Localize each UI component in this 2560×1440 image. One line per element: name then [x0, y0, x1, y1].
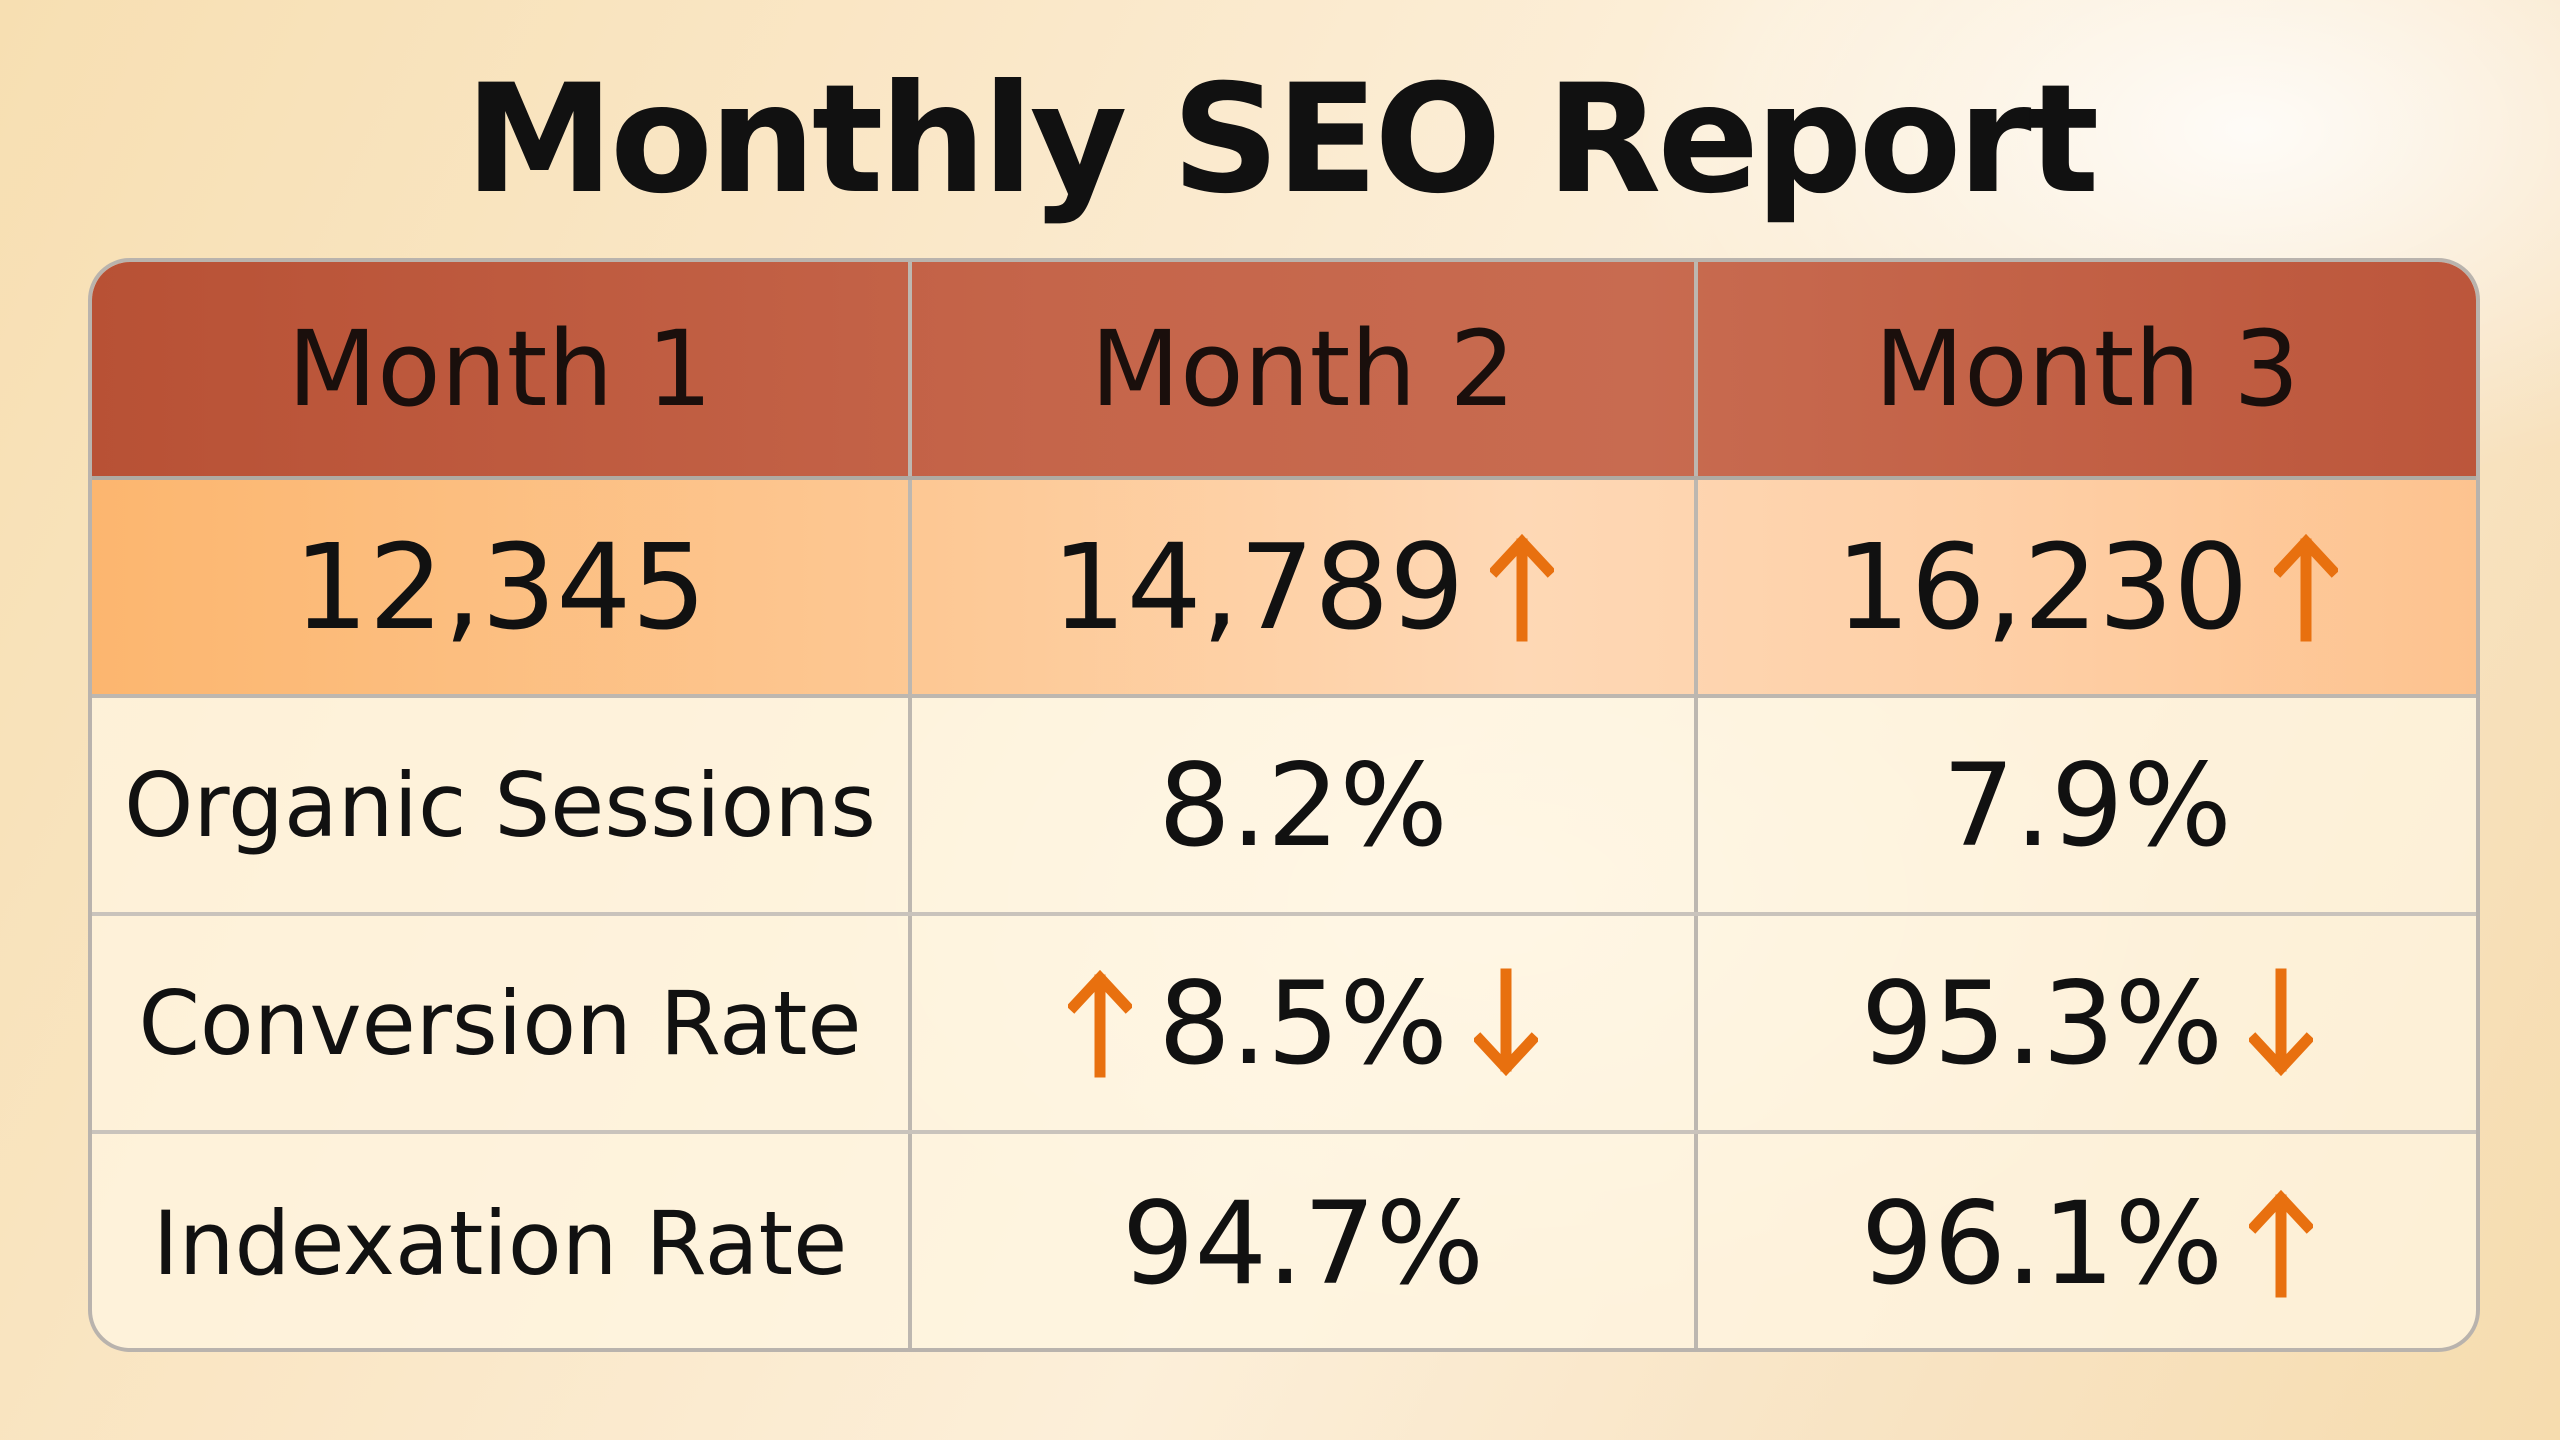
cell-text: 7.9%	[1942, 738, 2232, 872]
trend-down-arrow-icon	[1473, 968, 1538, 1078]
trend-up-arrow-icon	[1068, 968, 1133, 1078]
cell-content: Indexation Rate	[153, 1192, 848, 1295]
cell-content: 7.9%	[1942, 739, 2232, 872]
seo-report-table: Month 1 Month 2 Month 3 12,345 14,789 16…	[88, 258, 2480, 1352]
column-header-month-2: Month 2	[912, 262, 1698, 476]
table-row-label: Organic Sessions	[92, 698, 912, 912]
cell-text: 14,789	[1051, 518, 1465, 656]
cell-content: 8.5%	[1068, 957, 1538, 1090]
cell-content: 96.1%	[1860, 1176, 2314, 1310]
table-cell: 96.1%	[1698, 1134, 2476, 1348]
cell-text: 8.5%	[1158, 956, 1448, 1090]
cell-text: 16,230	[1835, 518, 2249, 656]
cell-content: 8.2%	[1158, 739, 1448, 872]
table-row-label: Conversion Rate	[92, 916, 912, 1130]
table-cell: 94.7%	[912, 1134, 1698, 1348]
table-cell: 8.2%	[912, 698, 1698, 912]
cell-text: 95.3%	[1860, 956, 2224, 1090]
table-cell: 7.9%	[1698, 698, 2476, 912]
table-cell: 12,345	[92, 480, 912, 694]
trend-up-arrow-icon	[2274, 532, 2339, 642]
table-row: Indexation Rate 94.7% 96.1%	[92, 1134, 2476, 1348]
table-cell: 8.5%	[912, 916, 1698, 1130]
cell-text: Indexation Rate	[152, 1191, 848, 1295]
table-row-label: Indexation Rate	[92, 1134, 912, 1348]
cell-content: 14,789	[1052, 518, 1555, 656]
cell-text: 12,345	[293, 518, 707, 656]
table-row-highlight: 12,345 14,789 16,230	[92, 480, 2476, 698]
cell-text: Conversion Rate	[138, 971, 862, 1075]
table-cell: 14,789	[912, 480, 1698, 694]
table-row: Conversion Rate 8.5% 95.3%	[92, 916, 2476, 1134]
column-header-month-3: Month 3	[1874, 308, 2300, 430]
cell-content: 12,345	[294, 518, 707, 656]
page-title: Monthly SEO Report	[464, 53, 2100, 227]
trend-down-arrow-icon	[2249, 968, 2314, 1078]
table-cell: 95.3%	[1698, 916, 2476, 1130]
column-header-month-1: Month 1	[92, 262, 912, 476]
table-cell: 16,230	[1698, 480, 2476, 694]
cell-content: Organic Sessions	[124, 754, 876, 857]
cell-content: 16,230	[1836, 518, 2339, 656]
cell-text: 94.7%	[1121, 1176, 1485, 1310]
table-header-row: Month 1 Month 2 Month 3	[92, 262, 2476, 480]
cell-content: 95.3%	[1860, 956, 2314, 1090]
cell-text: Organic Sessions	[124, 753, 876, 857]
cell-text: 8.2%	[1158, 738, 1448, 872]
trend-up-arrow-icon	[1490, 532, 1555, 642]
table-row: Organic Sessions 8.2% 7.9%	[92, 698, 2476, 916]
cell-text: 96.1%	[1860, 1176, 2224, 1310]
trend-up-arrow-icon	[2249, 1188, 2314, 1298]
cell-content: Conversion Rate	[138, 972, 861, 1075]
cell-content: 94.7%	[1122, 1177, 1484, 1310]
